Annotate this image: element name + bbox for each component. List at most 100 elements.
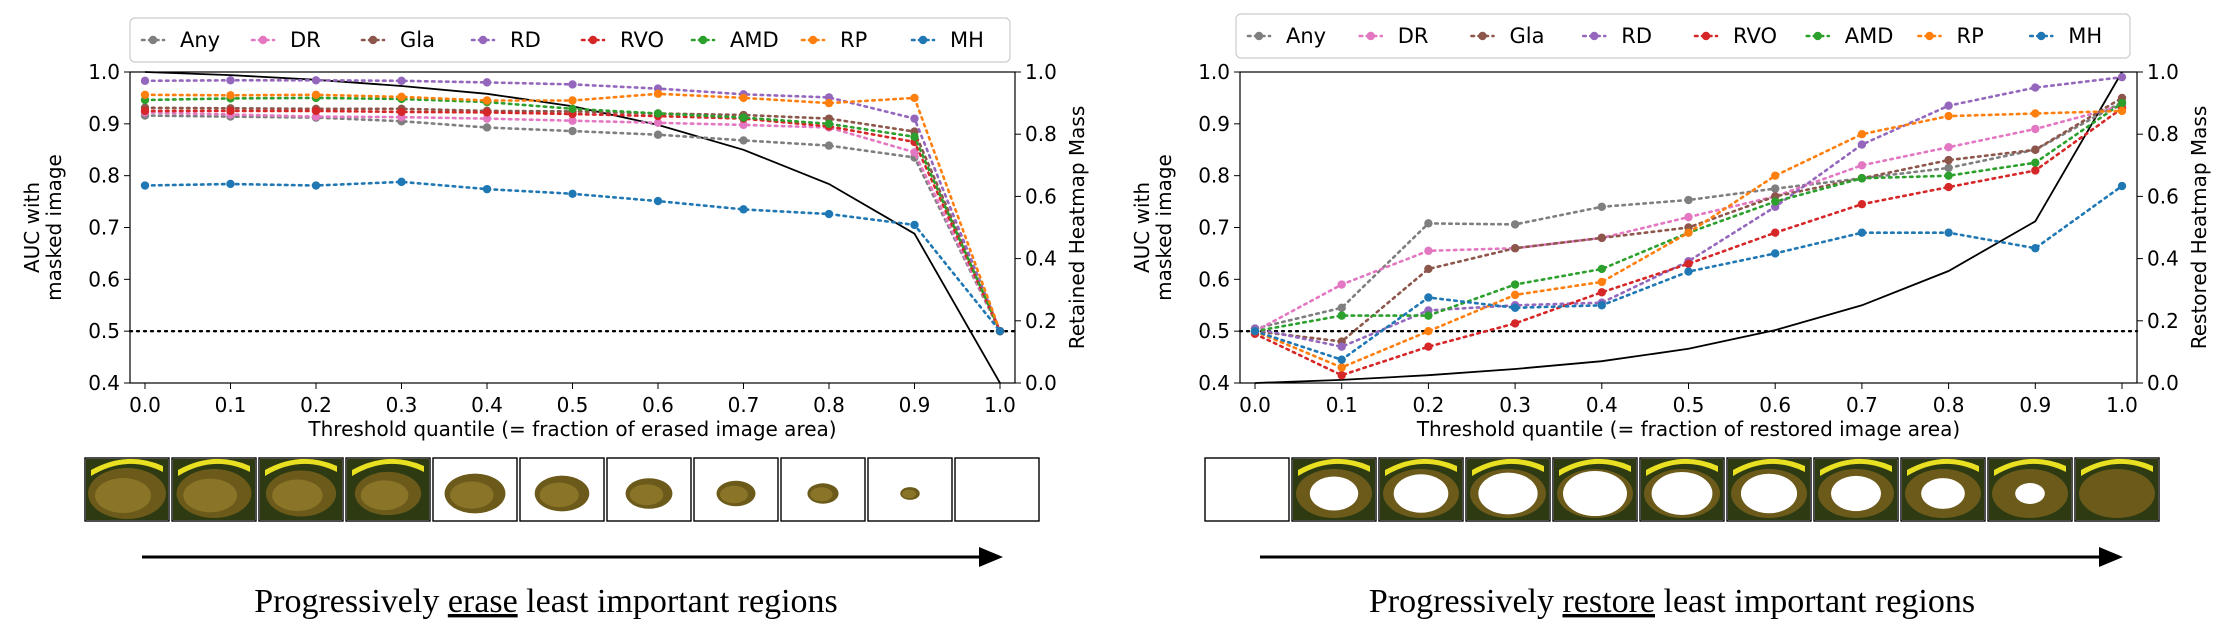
data-point-gla xyxy=(1510,244,1520,253)
data-point-rvo xyxy=(1684,259,1693,268)
thumbnail-8 xyxy=(1900,457,1986,522)
x-tick-label: 1.0 xyxy=(984,393,1016,417)
data-point-amd xyxy=(824,119,834,129)
legend-label-any: Any xyxy=(1286,24,1326,48)
x-axis-label: Threshold quantile (= fraction of erased… xyxy=(307,417,836,441)
data-point-any xyxy=(739,136,748,145)
x-tick-label: 0.7 xyxy=(728,393,760,417)
fundus-highlight xyxy=(95,478,151,513)
x-tick-label: 0.8 xyxy=(1933,393,1965,417)
data-point-rp xyxy=(824,98,834,108)
masked-region xyxy=(1393,474,1449,513)
data-point-amd xyxy=(1857,174,1867,183)
x-tick-label: 0.2 xyxy=(300,393,332,417)
masked-region xyxy=(1309,476,1359,511)
thumbnail-6 xyxy=(606,457,692,522)
y2-tick-label: 0.4 xyxy=(2147,247,2179,271)
y-tick-label: 0.7 xyxy=(88,216,120,240)
legend-label-rp: RP xyxy=(1957,24,1984,48)
fundus-highlight xyxy=(183,478,238,513)
caption-keyword: erase xyxy=(448,583,518,620)
legend-marker-any xyxy=(1254,31,1264,41)
data-point-rvo xyxy=(140,106,150,116)
x-tick-label: 0.7 xyxy=(1846,393,1878,417)
data-point-rd xyxy=(2117,72,2127,82)
thumbnail-frame xyxy=(1204,457,1290,522)
fundus-highlight xyxy=(629,484,664,506)
data-point-dr xyxy=(1684,212,1693,222)
data-point-rp xyxy=(910,93,919,103)
optic-glare xyxy=(1298,458,1370,476)
caption-part: Progressively xyxy=(254,583,448,620)
y-tick-label: 0.4 xyxy=(1198,371,1230,395)
legend-marker-rvo xyxy=(588,35,598,45)
x-tick-label: 0.8 xyxy=(813,393,845,417)
data-point-rp xyxy=(1857,130,1867,139)
series-line-rd xyxy=(1253,75,2124,349)
data-point-any xyxy=(1944,163,1953,173)
data-point-rp xyxy=(226,91,235,100)
masked-region xyxy=(1651,472,1713,515)
y2-tick-label: 0.0 xyxy=(2147,371,2179,395)
x-tick-label: 0.9 xyxy=(2019,393,2051,417)
data-point-rp xyxy=(1424,326,1433,336)
fundus-highlight xyxy=(902,489,916,499)
legend-label-gla: Gla xyxy=(400,28,435,52)
data-point-dr xyxy=(1944,142,1953,152)
series-line-mh xyxy=(143,180,1002,333)
x-tick-label: 0.6 xyxy=(1759,393,1791,417)
thumbnail-9 xyxy=(1987,457,2073,522)
x-tick-label: 0.0 xyxy=(1239,393,1271,417)
y-tick-label: 1.0 xyxy=(1198,60,1230,84)
data-point-dr xyxy=(1424,246,1433,256)
thumbnail-1 xyxy=(1291,457,1377,522)
data-point-mh xyxy=(1250,326,1260,336)
data-point-amd xyxy=(1510,280,1520,289)
fundus-highlight xyxy=(539,482,579,508)
data-point-rvo xyxy=(1597,288,1607,297)
x-tick-label: 0.1 xyxy=(215,393,247,417)
x-tick-label: 0.4 xyxy=(471,393,503,417)
data-point-rvo xyxy=(311,106,321,116)
legend-label-rd: RD xyxy=(1621,24,1652,48)
data-point-rp xyxy=(739,93,748,103)
data-point-amd xyxy=(1944,171,1953,180)
data-point-rvo xyxy=(482,108,492,117)
legend-marker-amd xyxy=(698,35,708,45)
legend-marker-gla xyxy=(368,35,378,45)
legend-label-rp: RP xyxy=(840,28,867,52)
y2-tick-label: 0.4 xyxy=(1025,247,1057,271)
data-point-any xyxy=(824,141,834,150)
caption-part: least important regions xyxy=(1655,583,1975,620)
data-point-dr xyxy=(653,118,663,127)
data-point-any xyxy=(1684,195,1693,205)
panel-erase: 0.0 0.1 0.2 0.3 0.4 0.5 0.6 0.7 0.8 0.9 1.0 0.4 0.5 0… xyxy=(20,17,1089,620)
x-tick-label: 0.1 xyxy=(1326,393,1358,417)
y-axis-label: AUC with xyxy=(20,182,44,273)
y2-tick-label: 0.2 xyxy=(2147,309,2179,333)
data-point-rd xyxy=(226,76,235,85)
data-point-dr xyxy=(482,114,492,123)
legend-marker-rp xyxy=(1925,31,1934,41)
y2-axis-label: Retained Heatmap Mass xyxy=(1065,106,1089,350)
y-tick-label: 0.9 xyxy=(1198,112,1230,136)
legend-label-any: Any xyxy=(180,28,220,52)
optic-glare xyxy=(178,458,250,476)
data-point-mh xyxy=(1337,355,1346,364)
data-point-amd xyxy=(2117,98,2127,108)
data-point-rd xyxy=(2031,83,2040,92)
legend-label-mh: MH xyxy=(950,28,984,52)
x-tick-label: 0.4 xyxy=(1586,393,1618,417)
x-tick-label: 0.5 xyxy=(1673,393,1705,417)
data-point-rvo xyxy=(1424,342,1433,351)
data-point-rvo xyxy=(2031,166,2040,175)
data-point-rp xyxy=(1337,363,1346,372)
data-point-dr xyxy=(1857,161,1867,170)
y-tick-label: 0.9 xyxy=(88,112,120,136)
data-point-rd xyxy=(482,78,492,87)
masked-region xyxy=(1831,475,1881,512)
thumbnail-4 xyxy=(1552,457,1638,522)
data-point-dr xyxy=(568,116,577,125)
y2-tick-label: 0.6 xyxy=(2147,184,2179,208)
series-line-rvo xyxy=(1253,107,2124,377)
